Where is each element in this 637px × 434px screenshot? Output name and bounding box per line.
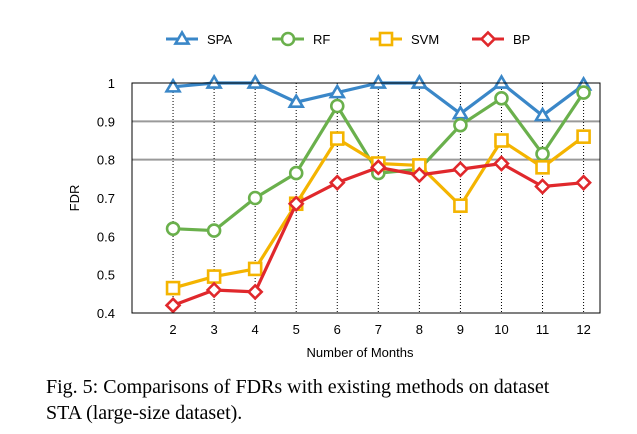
x-tick-label: 10 <box>494 322 508 337</box>
data-point-bp <box>287 195 305 213</box>
data-point-bp <box>534 178 551 195</box>
x-tick-label: 6 <box>334 322 341 337</box>
legend-label-rf: RF <box>313 32 330 47</box>
data-point-bp <box>411 166 428 184</box>
caption-line-1: Fig. 5: Comparisons of FDRs with existin… <box>46 376 550 398</box>
data-point-spa <box>410 73 429 89</box>
data-point-spa <box>369 73 388 89</box>
data-point-svm <box>576 129 591 144</box>
data-point-rf <box>453 117 468 133</box>
data-point-bp <box>205 281 223 299</box>
data-point-rf <box>329 98 345 114</box>
caption-line-2: STA (large-size dataset). <box>46 402 243 424</box>
data-point-bp <box>369 158 387 176</box>
data-point-rf <box>576 85 591 100</box>
data-point-bp <box>328 174 346 192</box>
legend-label-spa: SPA <box>207 32 232 47</box>
data-point-spa <box>492 73 511 89</box>
fdr-line-chart: SPA RF SVM BP 0.40.50.60.70.80.912 3 4 5 6 7 8 9 10… <box>67 29 601 360</box>
x-tick-label: 8 <box>416 322 423 337</box>
data-point-spa <box>246 73 264 89</box>
y-tick-label: 0.9 <box>97 114 115 129</box>
y-tick-label: 0.6 <box>97 229 115 244</box>
x-tick-label: 2 <box>169 322 176 337</box>
x-tick-label: 4 <box>252 322 259 337</box>
legend-marker-bp <box>479 30 497 48</box>
data-point-svm <box>247 261 263 277</box>
data-point-rf <box>206 223 222 238</box>
data-point-svm <box>206 269 222 284</box>
data-point-svm <box>165 280 181 296</box>
chart-grid <box>132 83 600 313</box>
data-point-rf <box>288 165 304 181</box>
chart-axes: 0.40.50.60.70.80.912 3 4 5 6 7 8 9 10 11 12 <box>97 76 601 337</box>
x-tick-label: 5 <box>293 322 300 337</box>
x-tick-label: 9 <box>457 322 464 337</box>
data-point-spa <box>328 83 347 99</box>
legend-marker-rf <box>280 31 296 47</box>
x-tick-label: 11 <box>536 322 550 337</box>
data-point-bp <box>164 296 182 314</box>
data-point-spa <box>205 73 223 89</box>
data-point-rf <box>535 146 550 162</box>
data-point-spa <box>287 93 305 109</box>
plot-frame <box>131 82 601 314</box>
legend-label-svm: SVM <box>411 32 439 47</box>
y-tick-label: 0.7 <box>97 191 115 206</box>
data-point-svm <box>535 160 550 175</box>
x-tick-label: 3 <box>210 322 217 337</box>
data-point-bp <box>493 155 510 172</box>
data-point-rf <box>165 221 181 236</box>
y-axis-label: FDR <box>67 185 82 212</box>
data-point-bp <box>575 174 592 192</box>
y-tick-label: 0.4 <box>97 306 115 321</box>
data-point-svm <box>453 198 468 213</box>
data-point-rf <box>494 91 509 106</box>
legend-marker-spa <box>173 29 191 45</box>
data-point-spa <box>533 106 552 122</box>
legend-label-bp: BP <box>513 32 530 47</box>
x-tick-label: 12 <box>576 322 590 337</box>
x-tick-label: 7 <box>375 322 382 337</box>
data-point-bp <box>246 283 264 301</box>
chart-legend: SPA RF SVM BP <box>166 29 530 48</box>
data-point-svm <box>494 133 509 148</box>
data-point-svm <box>329 131 345 146</box>
data-point-bp <box>452 160 469 178</box>
legend-marker-svm <box>378 31 394 47</box>
data-point-spa <box>164 77 182 93</box>
data-point-rf <box>247 190 263 206</box>
y-tick-label: 0.5 <box>97 268 115 283</box>
x-axis-label: Number of Months <box>307 345 414 360</box>
figure-caption: Fig. 5: Comparisons of FDRs with existin… <box>46 374 616 426</box>
y-tick-label: 1 <box>108 76 115 91</box>
y-tick-label: 0.8 <box>97 153 115 168</box>
